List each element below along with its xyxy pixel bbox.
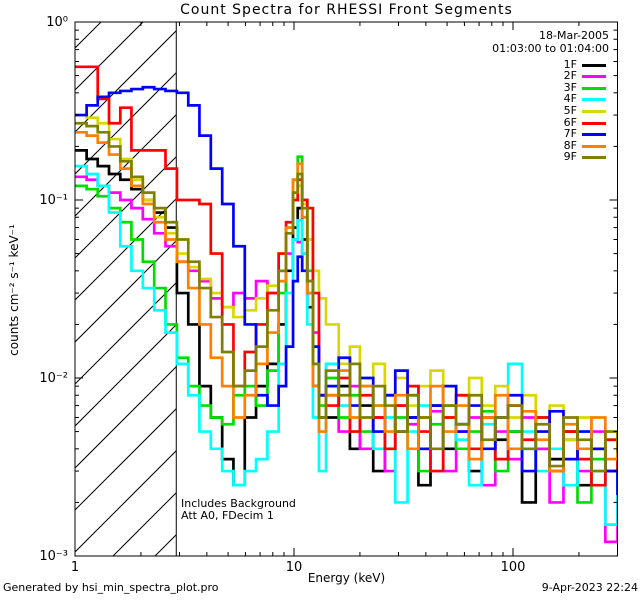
y-tick-label: 10⁻¹ xyxy=(39,193,68,208)
legend-label-7F: 7F xyxy=(563,127,577,141)
legend-swatch-7F xyxy=(582,133,606,137)
hatched-attenuated-region xyxy=(75,22,177,556)
spectra-curves xyxy=(75,65,618,544)
plot-generated-timestamp: 9-Apr-2023 22:24 xyxy=(541,581,638,594)
legend-swatch-5F xyxy=(582,109,606,113)
y-axis-title: counts cm⁻² s⁻¹ keV⁻¹ xyxy=(7,224,21,356)
plot-annotation: Includes Background Att A0, FDecim 1 xyxy=(181,498,296,522)
legend-swatch-6F xyxy=(582,121,606,125)
legend-label-4F: 4F xyxy=(563,92,577,106)
legend-label-1F: 1F xyxy=(563,57,577,71)
legend-swatch-2F xyxy=(582,75,606,79)
annotation-background: Includes Background xyxy=(181,497,296,510)
legend-label-3F: 3F xyxy=(563,80,577,94)
legend-label-9F: 9F xyxy=(563,150,577,164)
legend-entry-8F: 8F xyxy=(0,138,640,152)
observation-date: 18-Mar-2005 xyxy=(539,29,609,42)
legend-entry-6F: 6F xyxy=(0,115,640,129)
legend-label-5F: 5F xyxy=(563,103,577,117)
x-tick-label: 1 xyxy=(71,560,79,575)
x-tick-label: 10 xyxy=(286,560,303,575)
generator-credit: Generated by hsi_min_spectra_plot.pro xyxy=(3,581,219,594)
legend-entry-1F: 1F xyxy=(0,57,640,71)
x-tick-label: 100 xyxy=(501,560,526,575)
chart-title: Count Spectra for RHESSI Front Segments xyxy=(180,2,513,18)
x-axis-title: Energy (keV) xyxy=(307,571,386,585)
legend-label-2F: 2F xyxy=(563,69,577,83)
observation-time-range: 01:03:00 to 01:04:00 xyxy=(492,42,609,55)
y-tick-label: 10⁰ xyxy=(46,15,68,30)
legend-swatch-8F xyxy=(582,144,606,148)
legend-swatch-4F xyxy=(582,98,606,102)
annotation-attenuator: Att A0, FDecim 1 xyxy=(181,509,274,522)
legend-swatch-1F xyxy=(582,63,606,67)
series-9F-curve xyxy=(75,121,618,473)
axis-ticks xyxy=(74,21,618,557)
legend-entry-2F: 2F xyxy=(0,70,640,82)
legend-entry-5F: 5F xyxy=(0,103,640,117)
legend-label-6F: 6F xyxy=(563,115,577,129)
legend-entry-7F: 7F xyxy=(0,128,640,140)
axis-tick-labels: 1 10 100 10⁰ 10⁻¹ 10⁻² 10⁻³ xyxy=(39,15,525,575)
y-tick-label: 10⁻³ xyxy=(39,549,68,564)
legend-label-8F: 8F xyxy=(563,138,577,152)
legend-swatch-9F xyxy=(582,156,606,160)
legend-entry-4F: 4F xyxy=(0,93,640,105)
series-8F-curve xyxy=(75,130,618,473)
legend-entry-9F: 9F xyxy=(0,151,640,163)
legend-swatch-3F xyxy=(582,86,606,90)
legend-entry-3F: 3F xyxy=(0,80,640,94)
y-tick-label: 10⁻² xyxy=(39,371,68,386)
plot-frame xyxy=(74,21,618,557)
